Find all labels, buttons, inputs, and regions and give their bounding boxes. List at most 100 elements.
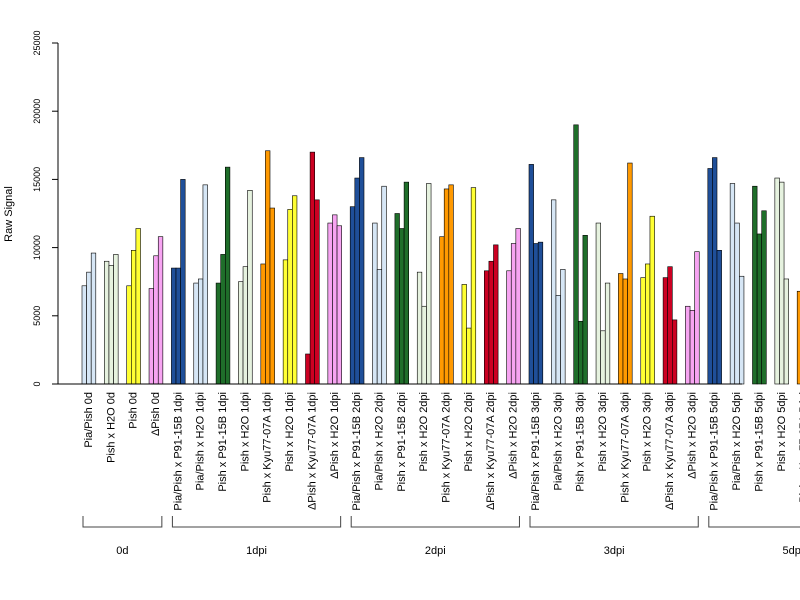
x-tick-label: Pish x H2O 3dpi <box>642 392 654 471</box>
bar <box>426 183 432 385</box>
bar <box>443 188 450 385</box>
bar <box>551 199 557 385</box>
bar <box>135 228 141 385</box>
bars <box>81 124 800 385</box>
x-tick-label: Pish x H2O 2dpi <box>463 392 475 471</box>
bar <box>421 305 427 385</box>
x-tick-label: ΔPish x Kyu77-07A 3dpi <box>664 392 676 510</box>
x-tick-label: Pia/Pish x P91-15B 3dpi <box>530 392 542 511</box>
bar <box>327 222 333 385</box>
bar <box>439 236 445 385</box>
y-tick-label: 25000 <box>32 30 42 55</box>
bar <box>225 166 231 385</box>
x-tick-label: ΔPish x H2O 2dpi <box>508 392 520 479</box>
y-tick-label: 0 <box>32 381 42 386</box>
group-label: 1dpi <box>246 545 267 557</box>
x-tick-label: Pish x Kyu77-07A 5dpi <box>798 392 800 503</box>
bar <box>528 164 534 385</box>
x-tick-label: Pia/Pish x H2O 3dpi <box>552 392 564 490</box>
bar <box>515 228 521 385</box>
bar <box>582 235 588 385</box>
x-tick-label: Pish x P91-15B 3dpi <box>575 392 587 492</box>
bar <box>689 310 695 385</box>
bar <box>238 281 244 385</box>
bar <box>171 267 177 385</box>
bar <box>376 269 383 385</box>
bar <box>180 179 186 385</box>
bar <box>470 187 477 385</box>
bar <box>577 320 584 385</box>
bar <box>242 266 248 385</box>
bar <box>466 327 472 385</box>
x-tick-label: Pish x Kyu77-07A 2dpi <box>441 392 453 503</box>
bar <box>108 265 114 385</box>
bar <box>783 278 789 385</box>
x-tick-labels: Pia/Pish 0d Pish x H2O 0d Pish 0d ΔPish 0d P… <box>83 392 800 511</box>
bar <box>662 277 668 385</box>
x-tick-label: ΔPish x H2O 1dpi <box>329 392 341 479</box>
bar <box>667 266 673 385</box>
bar <box>309 151 316 385</box>
bar <box>707 168 713 385</box>
bar <box>292 195 298 385</box>
bar <box>461 284 467 385</box>
bar <box>220 254 226 385</box>
bar <box>756 233 762 385</box>
bar <box>627 162 633 385</box>
bar <box>81 285 87 385</box>
bar <box>734 222 740 385</box>
bar <box>510 243 517 385</box>
bar <box>215 282 222 385</box>
bar <box>247 190 253 385</box>
x-tick-label: ΔPish 0d <box>150 392 162 436</box>
bar <box>739 275 745 385</box>
bar <box>394 213 400 385</box>
bar <box>359 157 365 385</box>
group-label: 2dpi <box>425 545 446 557</box>
x-tick-label: Pish x P91-15B 5dpi <box>753 392 765 492</box>
bar <box>269 207 275 385</box>
bar <box>537 241 544 385</box>
bar <box>372 222 378 385</box>
bar <box>729 183 736 385</box>
bar <box>131 250 137 385</box>
bar <box>649 215 655 385</box>
x-tick-label: ΔPish x Kyu77-07A 2dpi <box>485 392 497 510</box>
bar <box>622 278 628 385</box>
y-tick-label: 15000 <box>32 167 42 192</box>
bar <box>761 210 767 385</box>
group-label: 5dpi <box>783 545 800 557</box>
bar <box>506 270 512 385</box>
bar <box>305 353 311 385</box>
x-tick-label: ΔPish x Kyu77-07A 1dpi <box>306 392 318 510</box>
bar <box>126 285 132 385</box>
bar <box>712 157 718 385</box>
bar <box>403 181 410 385</box>
bar <box>336 225 342 385</box>
y-tick-label: 20000 <box>32 99 42 124</box>
x-tick-label: Pish x H2O 3dpi <box>597 392 609 471</box>
bar <box>779 181 785 385</box>
bar <box>314 199 320 385</box>
x-tick-label: Pish x H2O 1dpi <box>284 392 296 471</box>
bar <box>555 295 561 385</box>
x-tick-label: Pia/Pish x H2O 5dpi <box>731 392 743 490</box>
y-axis: 0 5000 10000 15000 20000 25000 <box>32 30 59 387</box>
bar <box>671 319 678 385</box>
group-bracket <box>171 516 342 528</box>
group-label: 3dpi <box>604 545 625 557</box>
group-bracket <box>82 516 163 528</box>
bar <box>287 209 293 385</box>
bar <box>752 185 758 385</box>
bar <box>104 260 110 385</box>
bar <box>86 271 92 385</box>
bar <box>774 177 780 385</box>
bar <box>640 277 646 385</box>
x-tick-label: Pish x H2O 0d <box>105 392 117 463</box>
group-bracket <box>708 516 800 528</box>
y-tick-label: 5000 <box>32 306 42 326</box>
bar <box>618 273 624 385</box>
bar <box>716 250 722 385</box>
x-tick-label: Pish x H2O 5dpi <box>776 392 788 471</box>
bar <box>260 263 266 385</box>
